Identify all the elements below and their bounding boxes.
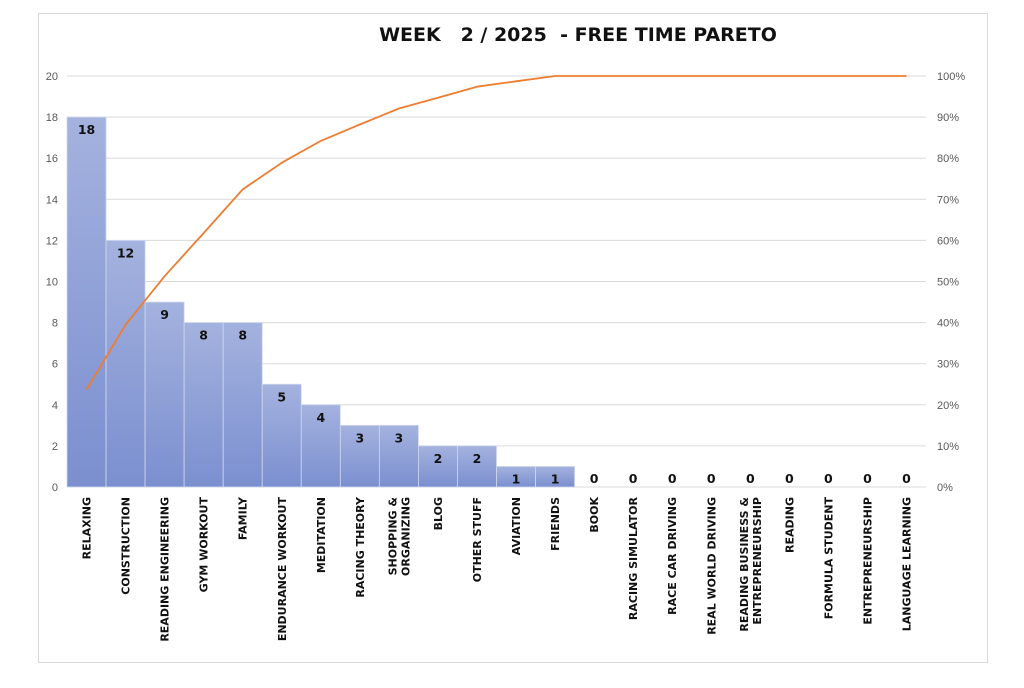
data-label: 5 (277, 389, 286, 404)
y2-tick-label: 10% (937, 441, 959, 453)
y-tick-label: 16 (46, 153, 58, 165)
category-label: BLOG (432, 497, 445, 530)
category-label: RACING THEORY (354, 496, 367, 598)
data-label: 9 (160, 307, 169, 322)
category-label: FORMULA STUDENT (822, 497, 835, 620)
y-tick-label: 6 (52, 359, 58, 371)
y-tick-label: 0 (52, 482, 58, 494)
chart-title: WEEK 2 / 2025 - FREE TIME PARETO (379, 24, 777, 46)
y-tick-label: 12 (46, 235, 58, 247)
y-tick-label: 18 (46, 112, 58, 124)
bar (339, 424, 380, 488)
data-label: 0 (902, 471, 911, 486)
category-label: FRIENDS (549, 497, 562, 551)
category-label: ENTREPRENEURSHIP (861, 497, 874, 625)
category-label: LANGUAGE LEARNING (900, 497, 913, 631)
category-label: RELAXING (81, 497, 94, 559)
data-label: 0 (629, 471, 638, 486)
category-label: ENTREPRENEURSHIP (751, 497, 764, 625)
category-label: READING BUSINESS & (738, 497, 751, 632)
bar (457, 445, 497, 488)
data-label: 18 (78, 122, 95, 137)
data-label: 1 (512, 471, 521, 486)
bar (418, 445, 458, 488)
bar (261, 383, 302, 488)
data-label: 12 (117, 245, 134, 260)
bar (222, 322, 263, 488)
y2-tick-label: 50% (937, 277, 959, 289)
y-tick-label: 2 (52, 441, 58, 453)
y-tick-label: 10 (46, 277, 58, 289)
data-label: 0 (746, 471, 755, 486)
data-label: 8 (238, 328, 247, 343)
bar (300, 404, 341, 488)
y-tick-label: 4 (52, 400, 58, 412)
category-label: GYM WORKOUT (198, 497, 211, 593)
bar (66, 116, 107, 488)
data-label: 0 (824, 471, 833, 486)
y2-tick-label: 40% (937, 318, 959, 330)
y2-tick-label: 90% (937, 112, 959, 124)
data-label: 0 (590, 471, 599, 486)
data-label: 2 (473, 451, 482, 466)
data-labels: 18 12 9 8 8 5 4 3 3 2 2 1 1 0 0 0 0 0 0 0 0 0 (78, 122, 911, 486)
bar (144, 301, 185, 488)
bar (183, 322, 224, 488)
y-tick-label: 8 (52, 318, 58, 330)
data-label: 1 (551, 471, 560, 486)
bar (105, 239, 146, 488)
data-label: 2 (434, 451, 443, 466)
data-label: 3 (355, 430, 364, 445)
category-label: REAL WORLD DRIVING (705, 497, 718, 635)
category-label: ORGANIZING (399, 497, 412, 576)
category-label: FAMILY (237, 496, 250, 540)
axis-labels: 024681012141618200%10%20%30%40%50%60%70%… (46, 71, 966, 642)
data-label: 8 (199, 328, 208, 343)
y2-tick-label: 60% (937, 235, 959, 247)
category-label: CONSTRUCTION (120, 497, 133, 595)
y2-tick-label: 30% (937, 359, 959, 371)
y2-tick-label: 0% (937, 482, 953, 494)
y2-tick-label: 20% (937, 400, 959, 412)
y2-tick-label: 100% (937, 71, 965, 83)
y2-tick-label: 70% (937, 194, 959, 206)
data-label: 0 (785, 471, 794, 486)
category-label: MEDITATION (315, 497, 328, 573)
category-label: READING (783, 497, 796, 553)
category-label: RACING SIMULATOR (627, 496, 640, 620)
data-label: 0 (863, 471, 872, 486)
category-label: SHOPPING & (386, 497, 399, 576)
data-label: 0 (668, 471, 677, 486)
bar (535, 466, 575, 488)
bars (66, 116, 575, 488)
cumulative-line (85, 75, 907, 391)
data-label: 3 (395, 430, 404, 445)
y2-tick-label: 80% (937, 153, 959, 165)
y-tick-label: 14 (46, 194, 58, 206)
category-label: RACE CAR DRIVING (666, 497, 679, 615)
y-tick-label: 20 (46, 71, 58, 83)
category-label: AVIATION (510, 497, 523, 555)
category-label: READING ENGINEERING (159, 497, 172, 642)
category-label: ENDURANCE WORKOUT (276, 497, 289, 642)
data-label: 0 (707, 471, 716, 486)
cumulative-percent-line (85, 75, 907, 391)
category-label: BOOK (588, 497, 601, 533)
category-label: OTHER STUFF (471, 497, 484, 582)
data-label: 4 (316, 410, 325, 425)
